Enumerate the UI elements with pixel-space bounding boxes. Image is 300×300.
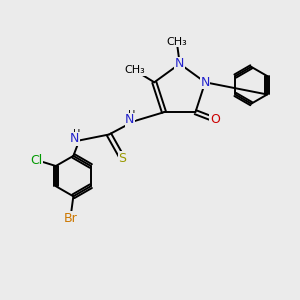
Text: S: S <box>118 152 126 165</box>
Text: CH₃: CH₃ <box>124 65 145 75</box>
Text: CH₃: CH₃ <box>167 37 187 46</box>
Text: O: O <box>210 113 220 126</box>
Text: N: N <box>175 57 184 70</box>
Text: H: H <box>74 129 81 139</box>
Text: Cl: Cl <box>30 154 43 166</box>
Text: N: N <box>200 76 210 89</box>
Text: H: H <box>128 110 136 120</box>
Text: N: N <box>70 132 80 146</box>
Text: Br: Br <box>64 212 77 225</box>
Text: N: N <box>125 113 134 126</box>
